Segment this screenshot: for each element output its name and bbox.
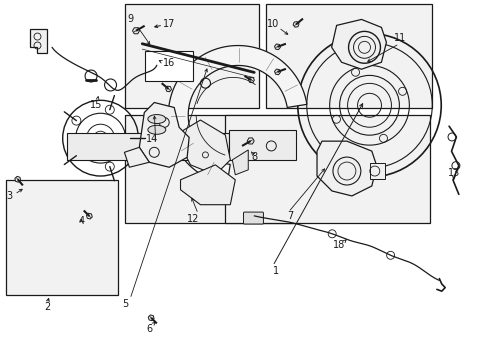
Bar [125, 4, 259, 108]
Polygon shape [86, 213, 92, 219]
Text: 1: 1 [272, 266, 279, 276]
Bar [369, 163, 384, 179]
Text: 14: 14 [145, 134, 158, 144]
Text: 8: 8 [251, 152, 257, 162]
Text: 10: 10 [266, 19, 278, 29]
Text: 7: 7 [287, 211, 293, 221]
Text: 17: 17 [163, 19, 175, 29]
Polygon shape [274, 44, 280, 50]
Bar [144, 51, 193, 81]
Text: 5: 5 [122, 299, 128, 309]
Polygon shape [292, 22, 299, 27]
Polygon shape [30, 30, 47, 53]
Text: 16: 16 [163, 58, 175, 68]
Polygon shape [274, 69, 280, 75]
Polygon shape [331, 19, 386, 69]
Text: 12: 12 [187, 215, 199, 224]
Polygon shape [139, 103, 189, 167]
Polygon shape [165, 86, 171, 92]
Polygon shape [168, 45, 306, 184]
Polygon shape [15, 176, 20, 182]
Polygon shape [232, 150, 248, 175]
Bar [228, 130, 295, 160]
Polygon shape [175, 120, 230, 175]
Ellipse shape [147, 125, 165, 134]
FancyBboxPatch shape [243, 212, 263, 224]
Text: 6: 6 [146, 324, 152, 334]
Polygon shape [316, 141, 376, 196]
Text: 4: 4 [78, 216, 84, 226]
Bar [6, 180, 118, 295]
Text: 9: 9 [127, 14, 133, 24]
Polygon shape [180, 165, 235, 205]
Ellipse shape [147, 114, 165, 123]
Text: 13: 13 [447, 168, 459, 178]
Text: 3: 3 [7, 191, 13, 201]
Bar [125, 116, 295, 223]
Bar [266, 4, 431, 108]
Polygon shape [148, 315, 154, 321]
Text: 18: 18 [333, 239, 345, 249]
Polygon shape [248, 77, 254, 82]
Text: 2: 2 [44, 302, 50, 312]
Bar [66, 134, 228, 160]
Polygon shape [247, 138, 254, 144]
Polygon shape [132, 28, 139, 34]
Polygon shape [124, 147, 149, 167]
Bar [224, 116, 429, 223]
Text: 11: 11 [393, 33, 406, 43]
Text: 15: 15 [90, 100, 102, 110]
